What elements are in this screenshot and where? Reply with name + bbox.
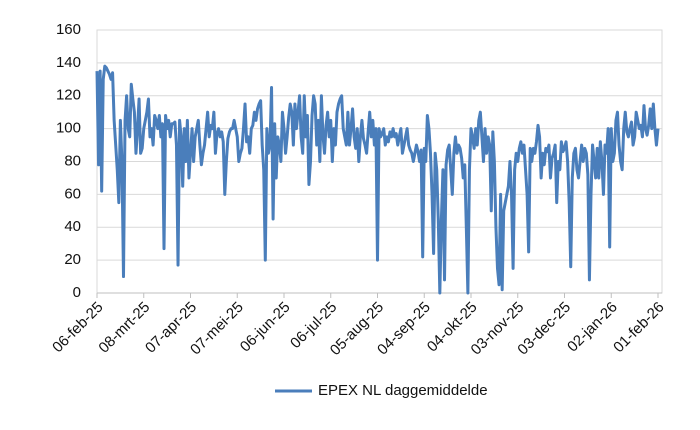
y-tick-label: 60 [64, 185, 81, 202]
y-tick-label: 160 [56, 21, 81, 38]
y-tick-label: 100 [56, 120, 81, 137]
y-tick-label: 120 [56, 87, 81, 104]
y-tick-label: 80 [64, 152, 81, 169]
y-tick-label: 0 [73, 284, 81, 301]
y-tick-label: 40 [64, 218, 81, 235]
y-tick-label: 20 [64, 251, 81, 268]
data-line [95, 64, 660, 295]
y-tick-label: 140 [56, 54, 81, 71]
legend-label: EPEX NL daggemiddelde [318, 382, 488, 399]
